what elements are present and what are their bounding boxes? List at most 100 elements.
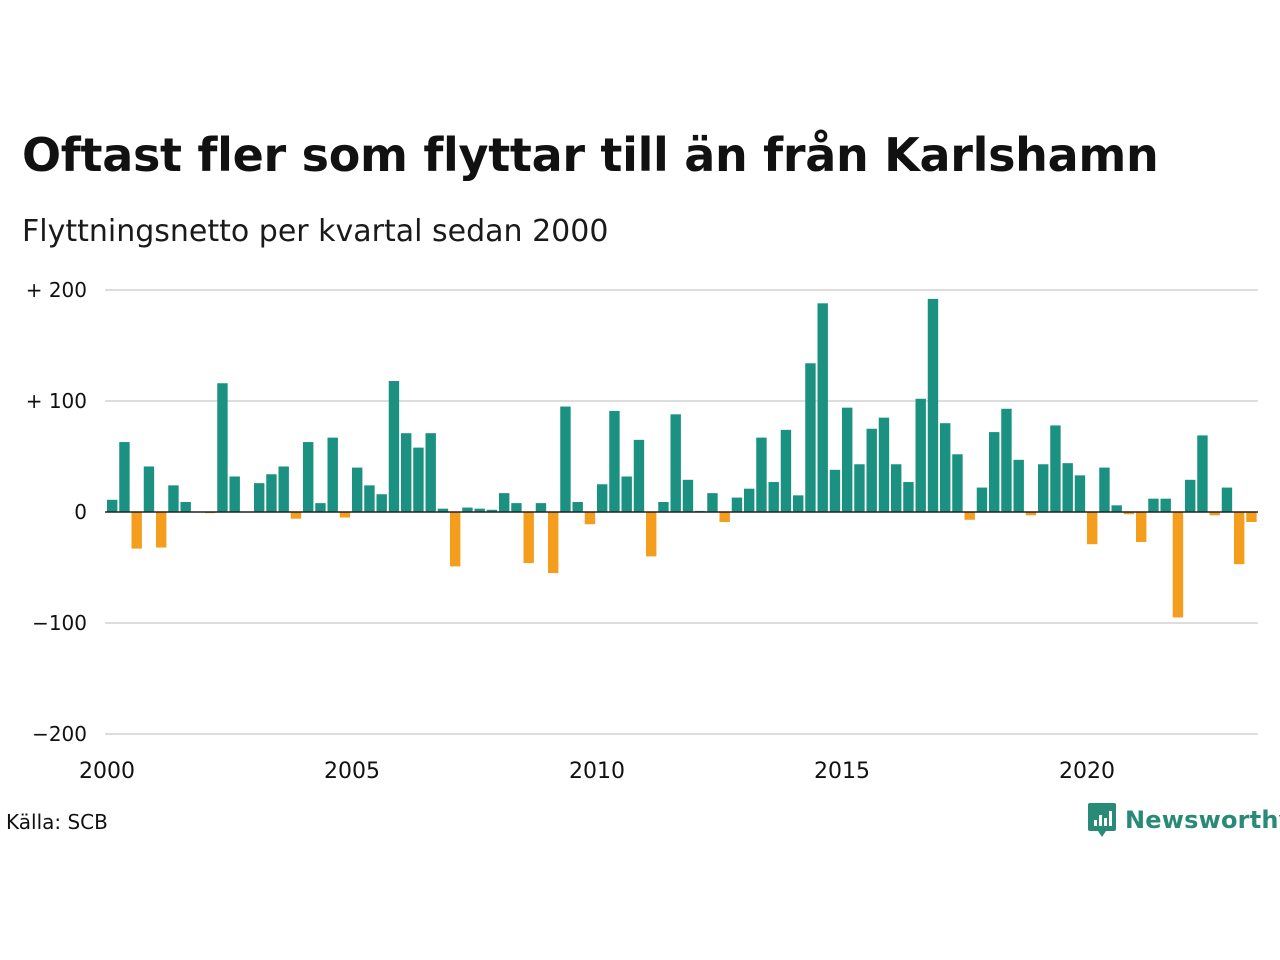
bar-2015K3: [866, 428, 877, 512]
bar-2017K3: [964, 512, 975, 520]
chart-subtitle: Flyttningsnetto per kvartal sedan 2000: [22, 214, 609, 249]
y-tick-label: 0: [74, 500, 87, 524]
bar-2015K4: [878, 417, 890, 512]
bar-2001K1: [156, 512, 167, 548]
bar-2010K2: [609, 410, 620, 512]
bar-2007K1: [450, 512, 461, 567]
bar-2002K3: [229, 476, 240, 512]
bar-2013K1: [744, 488, 755, 512]
bar-2011K2: [658, 502, 669, 512]
bar-2014K3: [817, 303, 828, 512]
bar-2016K1: [891, 464, 902, 512]
bar-2012K3: [719, 512, 730, 522]
newsworthy-logo-icon: [1088, 803, 1116, 837]
axes: + 200 + 100 0 −100 −200 2000 2005 2010 2015 2020: [26, 278, 1258, 784]
bar-2004K3: [327, 437, 338, 512]
bar-2018K2: [1001, 408, 1012, 512]
bar-2003K4: [290, 512, 302, 519]
bar-2009K2: [560, 406, 571, 512]
bar-2019K3: [1062, 463, 1073, 512]
bar-2010K1: [597, 484, 608, 512]
y-tick-label: −200: [32, 722, 87, 746]
bar-2000K2: [119, 442, 130, 512]
bar-2018K3: [1013, 459, 1024, 512]
bar-2022K3: [1209, 512, 1220, 516]
x-tick-label: 2005: [324, 759, 380, 784]
bar-2003K1: [254, 483, 265, 512]
bar-2010K3: [621, 476, 632, 512]
bar-2014K2: [805, 363, 816, 512]
bar-2019K2: [1050, 425, 1061, 512]
bar-2021K1: [1136, 512, 1147, 542]
bar-2008K2: [511, 503, 522, 512]
bar-2002K2: [217, 383, 228, 512]
bar-2006K1: [401, 433, 412, 512]
bar-2012K4: [731, 497, 743, 512]
bar-2017K4: [976, 487, 988, 512]
bar-2016K3: [915, 398, 926, 512]
bar-2018K4: [1025, 512, 1037, 516]
bar-2017K2: [952, 454, 963, 512]
bar-2003K3: [278, 466, 289, 512]
y-tick-label: + 200: [26, 278, 87, 302]
bar-2020K3: [1111, 505, 1122, 512]
bar-2009K3: [572, 502, 583, 512]
bar-2006K4: [437, 508, 449, 512]
bar-2005K3: [376, 494, 387, 512]
bar-2010K4: [633, 439, 645, 512]
bar-2004K2: [315, 503, 326, 512]
bar-2019K1: [1038, 464, 1049, 512]
x-tick-label: 2010: [569, 759, 625, 784]
bar-2001K3: [180, 502, 191, 512]
bar-2004K4: [339, 512, 351, 518]
bar-2014K4: [829, 469, 841, 512]
source-note: Källa: SCB: [6, 810, 108, 834]
bar-2020K4: [1123, 512, 1135, 515]
bar-2013K2: [756, 437, 767, 512]
bar-2022K2: [1197, 435, 1208, 512]
bar-2006K2: [413, 447, 424, 512]
x-tick-label: 2020: [1059, 759, 1115, 784]
y-tick-label: + 100: [26, 389, 87, 413]
bar-2015K2: [854, 464, 865, 512]
bar-2021K4: [1172, 512, 1184, 618]
bar-2018K1: [989, 432, 1000, 512]
bar-2004K1: [303, 442, 314, 512]
bar-2013K4: [780, 429, 792, 512]
bar-2021K3: [1160, 498, 1171, 512]
bar-2013K3: [768, 482, 779, 512]
bar-2007K4: [486, 509, 498, 512]
bar-2008K1: [499, 493, 510, 512]
bars: [107, 298, 1257, 618]
bar-2023K1: [1234, 512, 1245, 565]
bar-2014K1: [793, 495, 804, 512]
bar-2000K3: [131, 512, 142, 549]
bar-2019K4: [1074, 475, 1086, 512]
bar-2009K1: [548, 512, 559, 574]
bar-2011K1: [646, 512, 657, 557]
bar-2017K1: [940, 423, 951, 512]
bar-2005K4: [388, 381, 400, 512]
bar-2008K4: [535, 503, 547, 512]
newsworthy-logo[interactable]: Newsworthy: [1087, 802, 1280, 838]
bar-2005K1: [352, 467, 363, 512]
bar-2001K2: [168, 485, 179, 512]
bar-2007K2: [462, 507, 473, 512]
x-tick-label: 2000: [79, 759, 135, 784]
bar-2020K2: [1099, 467, 1110, 512]
bar-2011K3: [670, 414, 681, 512]
bar-2016K4: [927, 298, 939, 512]
bar-2021K2: [1148, 498, 1159, 512]
bar-2007K3: [474, 508, 485, 512]
bar-2003K2: [266, 474, 277, 512]
bar-2012K2: [707, 493, 718, 512]
y-tick-label: −100: [32, 611, 87, 635]
bar-2006K3: [425, 433, 436, 512]
gridlines: [105, 289, 1258, 735]
bar-2008K3: [523, 512, 534, 564]
bar-2005K2: [364, 485, 375, 512]
bar-2009K4: [584, 512, 596, 525]
bar-2022K1: [1185, 479, 1196, 512]
bar-2016K2: [903, 482, 914, 512]
